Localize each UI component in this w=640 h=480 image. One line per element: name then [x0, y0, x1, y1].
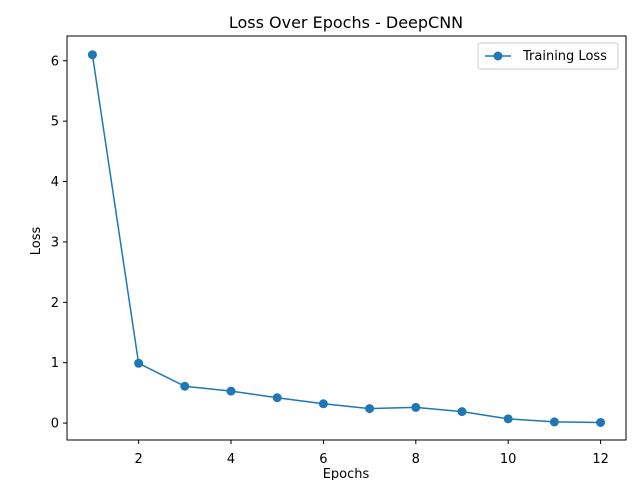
series-line — [91, 54, 601, 424]
y-tick-label: 2 — [51, 296, 59, 311]
x-tick-label: 10 — [500, 452, 517, 467]
data-point — [503, 414, 513, 424]
y-axis-label: Loss — [29, 227, 44, 256]
data-point — [180, 381, 190, 391]
data-point — [596, 417, 606, 427]
y-tick-label: 0 — [51, 417, 59, 432]
y-tick-label: 5 — [51, 115, 59, 130]
legend-marker-swatch — [493, 51, 503, 61]
chart-legend: Training Loss — [477, 42, 619, 70]
x-tick-label: 4 — [227, 452, 235, 467]
y-tick-label: 6 — [51, 54, 59, 69]
data-point — [411, 402, 421, 412]
x-tick-label: 8 — [412, 452, 420, 467]
x-tick-label: 6 — [319, 452, 327, 467]
data-point — [365, 404, 375, 414]
x-axis-label: Epochs — [323, 467, 370, 480]
x-tick-label: 12 — [592, 452, 609, 467]
y-tick-label: 4 — [51, 175, 59, 190]
series-training-loss — [87, 50, 606, 427]
data-point — [87, 50, 97, 60]
y-axis-ticks: 0 1 2 3 4 5 6 — [51, 54, 67, 432]
data-point — [134, 358, 144, 368]
x-tick-label: 2 — [134, 452, 142, 467]
legend-label-training-loss: Training Loss — [522, 49, 607, 64]
data-point — [457, 407, 467, 417]
data-point — [226, 386, 236, 396]
data-point — [549, 417, 559, 427]
data-point — [318, 399, 328, 409]
legend-box — [477, 42, 619, 70]
data-point — [272, 393, 282, 403]
plot-area-frame — [66, 35, 627, 441]
y-tick-label: 1 — [51, 356, 59, 371]
y-tick-label: 3 — [51, 235, 59, 250]
chart-title: Loss Over Epochs - DeepCNN — [229, 13, 463, 32]
x-axis-ticks: 2 4 6 8 10 12 — [134, 440, 609, 467]
